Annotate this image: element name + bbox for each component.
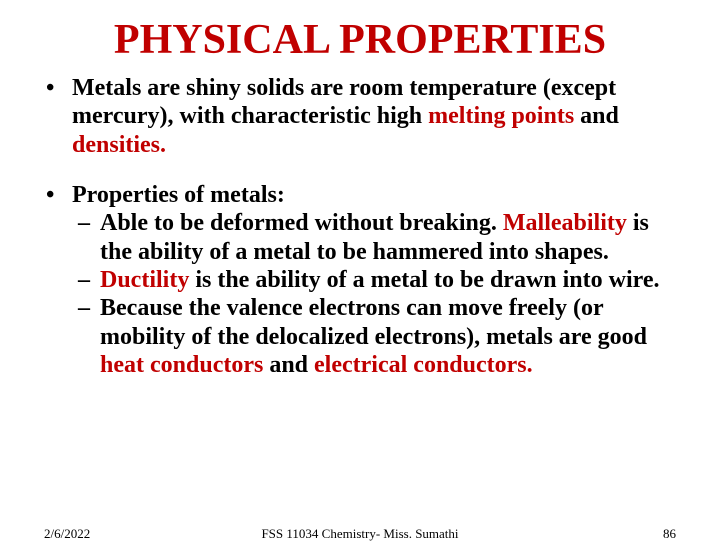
slide: PHYSICAL PROPERTIES Metals are shiny sol… <box>0 0 720 540</box>
sub3-highlight-1: heat conductors <box>100 352 263 378</box>
title-text: PHYSICAL PROPERTIES <box>114 17 606 63</box>
sub3-highlight-2: electrical conductors. <box>314 352 533 378</box>
slide-title: PHYSICAL PROPERTIES <box>0 0 720 62</box>
bullet-1-highlight-2: densities. <box>72 132 166 158</box>
sub-bullet-3: Because the valence electrons can move f… <box>72 294 682 379</box>
bullet-1: Metals are shiny solids are room tempera… <box>38 74 682 159</box>
bullet-1-part-c: and <box>574 103 619 129</box>
sub1-a: Able to be deformed without breaking. <box>100 210 503 236</box>
bullet-2: Properties of metals: Able to be deforme… <box>38 181 682 379</box>
slide-content: Metals are shiny solids are room tempera… <box>0 74 720 379</box>
bullet-1-highlight-1: melting points <box>428 103 574 129</box>
sub-bullet-2: Ductility is the ability of a metal to b… <box>72 266 682 294</box>
bullet-2-text: Properties of metals: <box>72 182 285 208</box>
sub2-highlight: Ductility <box>100 267 189 293</box>
sub3-c: and <box>263 352 314 378</box>
sub-bullet-1: Able to be deformed without breaking. Ma… <box>72 209 682 266</box>
sub2-b: is the ability of a metal to be drawn in… <box>189 267 659 293</box>
sub1-highlight: Malleability <box>503 210 627 236</box>
sub3-a: Because the valence electrons can move f… <box>100 295 647 349</box>
